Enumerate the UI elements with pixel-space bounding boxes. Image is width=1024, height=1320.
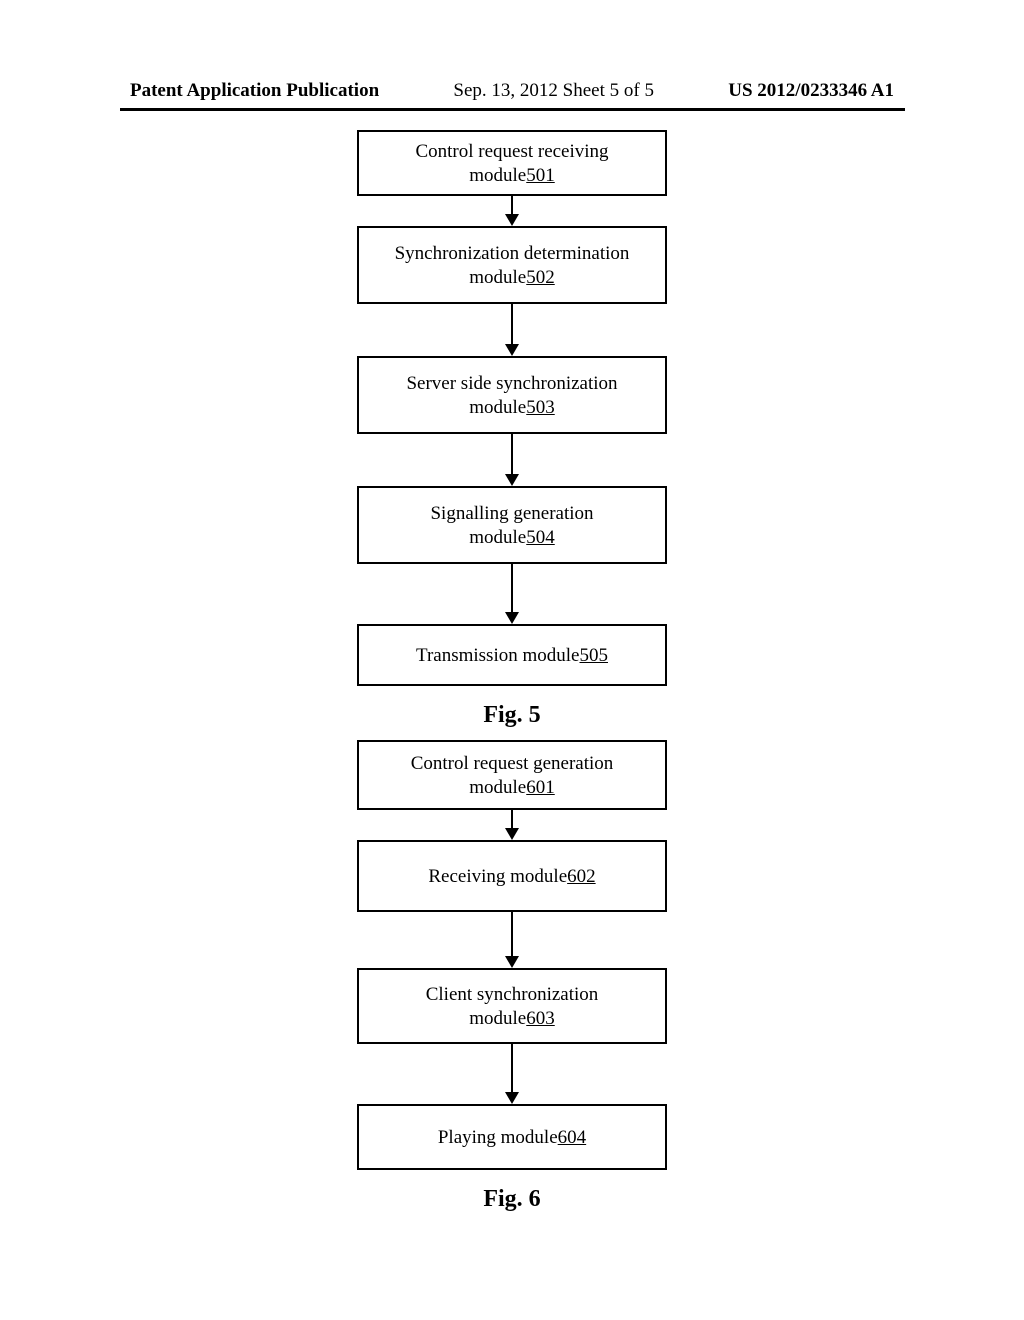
fig6-node-603: Client synchronization module603: [357, 968, 667, 1044]
figure-6: Control request generation module601 Rec…: [0, 740, 1024, 1213]
node-text: Control request receiving: [365, 140, 659, 164]
node-text: Playing module604: [365, 1126, 659, 1150]
node-text: module503: [365, 396, 659, 420]
arrow-icon: [505, 434, 519, 486]
fig5-node-502: Synchronization determination module502: [357, 226, 667, 304]
fig6-node-601: Control request generation module601: [357, 740, 667, 810]
node-text: Signalling generation: [365, 502, 659, 526]
fig5-node-504: Signalling generation module504: [357, 486, 667, 564]
node-text: Transmission module505: [365, 644, 659, 668]
node-text: Server side synchronization: [365, 372, 659, 396]
node-text: module601: [365, 776, 659, 800]
node-text: Synchronization determination: [365, 242, 659, 266]
page-header: Patent Application Publication Sep. 13, …: [0, 80, 1024, 102]
fig5-node-505: Transmission module505: [357, 624, 667, 686]
node-text: Control request generation: [365, 752, 659, 776]
node-text: module504: [365, 526, 659, 550]
arrow-icon: [505, 564, 519, 624]
fig5-node-503: Server side synchronization module503: [357, 356, 667, 434]
fig5-node-501: Control request receiving module501: [357, 130, 667, 196]
header-center: Sep. 13, 2012 Sheet 5 of 5: [453, 80, 654, 102]
arrow-icon: [505, 196, 519, 226]
header-divider: [120, 108, 905, 111]
arrow-icon: [505, 912, 519, 968]
node-text: Client synchronization: [365, 983, 659, 1007]
header-left: Patent Application Publication: [130, 80, 379, 102]
arrow-icon: [505, 304, 519, 356]
fig6-node-602: Receiving module602: [357, 840, 667, 912]
header-right: US 2012/0233346 A1: [728, 80, 894, 102]
fig6-node-604: Playing module604: [357, 1104, 667, 1170]
figure-6-caption: Fig. 6: [483, 1186, 540, 1213]
arrow-icon: [505, 810, 519, 840]
node-text: module603: [365, 1007, 659, 1031]
figure-5: Control request receiving module501 Sync…: [0, 130, 1024, 729]
arrow-icon: [505, 1044, 519, 1104]
node-text: module502: [365, 266, 659, 290]
node-text: Receiving module602: [365, 865, 659, 889]
node-text: module501: [365, 164, 659, 188]
figure-5-caption: Fig. 5: [483, 702, 540, 729]
